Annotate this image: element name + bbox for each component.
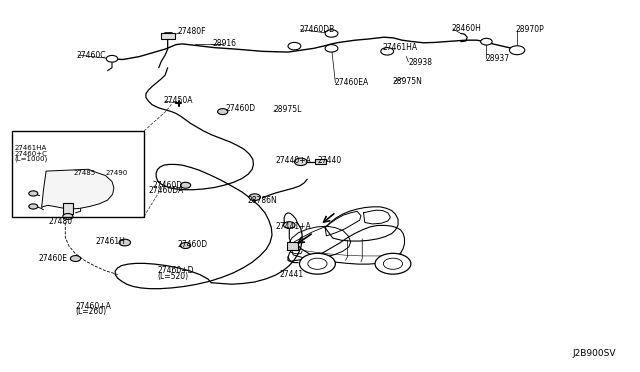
- Text: 27490: 27490: [106, 170, 128, 176]
- Bar: [63, 203, 73, 214]
- Text: 27480: 27480: [49, 217, 73, 226]
- Circle shape: [106, 55, 118, 62]
- Circle shape: [509, 46, 525, 55]
- Bar: [315, 159, 326, 164]
- Circle shape: [29, 191, 38, 196]
- Text: 27460E: 27460E: [38, 254, 67, 263]
- Text: 27441+A: 27441+A: [275, 222, 311, 231]
- Text: 28975L: 28975L: [274, 105, 302, 114]
- Text: 27450A: 27450A: [163, 96, 193, 105]
- Text: (L=520): (L=520): [157, 272, 189, 280]
- Circle shape: [381, 48, 394, 55]
- Bar: [161, 33, 175, 39]
- Text: 28916: 28916: [212, 39, 237, 48]
- Circle shape: [180, 243, 191, 248]
- Text: 27480F: 27480F: [178, 28, 207, 36]
- Text: 28786N: 28786N: [247, 196, 276, 205]
- Circle shape: [325, 30, 338, 37]
- Text: 27460D: 27460D: [178, 240, 208, 249]
- Circle shape: [375, 253, 411, 274]
- Text: (L=260): (L=260): [76, 307, 107, 316]
- Circle shape: [180, 182, 191, 188]
- Text: 28970P: 28970P: [516, 25, 545, 34]
- Text: J2B900SV: J2B900SV: [572, 349, 616, 358]
- Circle shape: [63, 214, 73, 219]
- Text: 28975N: 28975N: [393, 77, 423, 86]
- Circle shape: [325, 45, 338, 52]
- Text: 28937: 28937: [485, 54, 509, 63]
- Text: 27460D: 27460D: [152, 181, 182, 190]
- Text: 27461HA: 27461HA: [14, 145, 46, 151]
- Text: 27441: 27441: [279, 270, 303, 279]
- Circle shape: [249, 194, 260, 201]
- Text: 27460D: 27460D: [225, 104, 255, 113]
- Text: 27460C: 27460C: [77, 51, 106, 60]
- Text: 27440+A: 27440+A: [275, 156, 311, 165]
- Text: 27461H: 27461H: [96, 237, 126, 246]
- Text: 27460+A: 27460+A: [76, 302, 111, 311]
- Text: 27460+C: 27460+C: [14, 151, 47, 157]
- Text: 27460DB: 27460DB: [300, 25, 335, 33]
- Circle shape: [288, 42, 301, 50]
- Circle shape: [284, 222, 295, 228]
- Text: 27460EA: 27460EA: [334, 78, 369, 87]
- Circle shape: [308, 258, 327, 269]
- Text: (L=1000): (L=1000): [14, 156, 47, 163]
- Text: 28460H: 28460H: [452, 24, 482, 33]
- Text: 27485: 27485: [74, 170, 96, 176]
- Circle shape: [300, 253, 335, 274]
- Text: 27460+D: 27460+D: [157, 266, 194, 275]
- Text: 27461HA: 27461HA: [383, 43, 418, 52]
- Text: 28938: 28938: [408, 58, 433, 67]
- Circle shape: [70, 256, 81, 262]
- Bar: [12, 131, 144, 217]
- Text: 27440: 27440: [317, 156, 342, 165]
- Circle shape: [119, 239, 131, 246]
- Circle shape: [294, 158, 307, 166]
- Polygon shape: [42, 169, 114, 209]
- Circle shape: [383, 258, 403, 269]
- Bar: [287, 242, 298, 250]
- Text: 27460DA: 27460DA: [148, 186, 184, 195]
- Circle shape: [481, 38, 492, 45]
- Circle shape: [218, 109, 228, 115]
- Circle shape: [29, 204, 38, 209]
